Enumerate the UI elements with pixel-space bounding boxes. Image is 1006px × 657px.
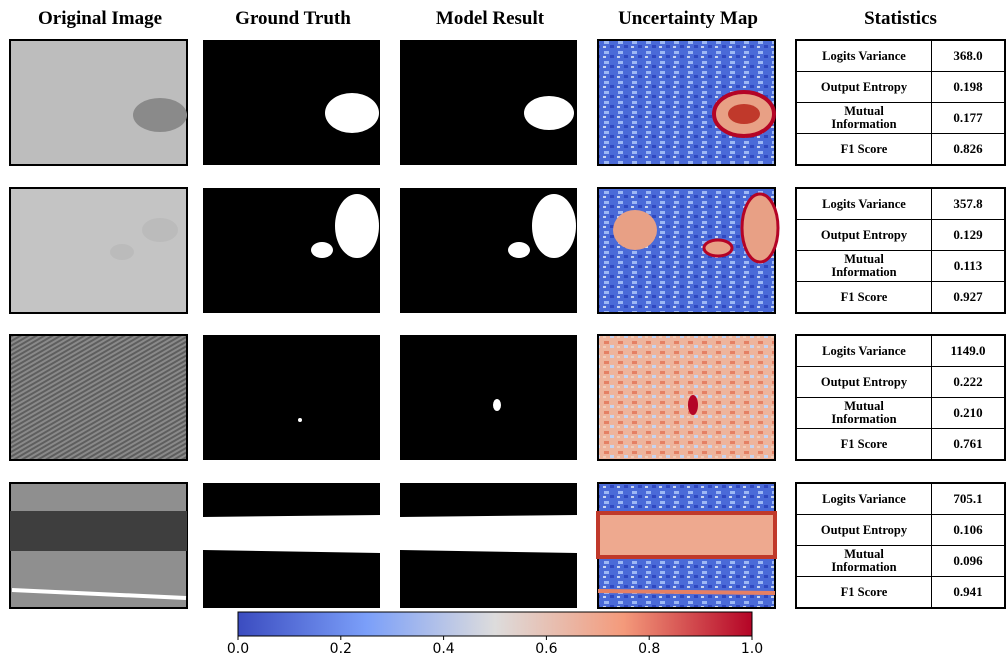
mask bbox=[325, 93, 379, 133]
colorbar-tick-label: 0.8 bbox=[638, 641, 660, 657]
mask-image bbox=[203, 335, 380, 460]
stat-label: Logits Variance bbox=[797, 189, 932, 219]
stat-value: 1149.0 bbox=[932, 336, 1004, 366]
mask bbox=[311, 242, 333, 258]
defect bbox=[110, 244, 134, 260]
hot bbox=[742, 194, 778, 262]
stat-label: Output Entropy bbox=[797, 220, 932, 250]
hot bbox=[688, 395, 698, 415]
uncertainty-map bbox=[598, 335, 775, 460]
stat-value: 0.210 bbox=[932, 398, 1004, 428]
mask bbox=[508, 242, 530, 258]
hot bbox=[598, 591, 775, 593]
mask bbox=[298, 418, 302, 422]
stat-value: 705.1 bbox=[932, 484, 1004, 514]
colorbar-tick-label: 0.6 bbox=[535, 641, 557, 657]
mask bbox=[493, 399, 501, 411]
hot bbox=[704, 240, 732, 256]
stat-label: Mutual Information bbox=[797, 103, 932, 133]
mask bbox=[203, 515, 380, 553]
stat-label: Mutual Information bbox=[797, 398, 932, 428]
stat-value: 357.8 bbox=[932, 189, 1004, 219]
stat-label: Output Entropy bbox=[797, 72, 932, 102]
defect bbox=[142, 218, 178, 242]
mask-image bbox=[400, 335, 577, 460]
original-image bbox=[10, 188, 187, 313]
mask bbox=[524, 96, 574, 130]
mask bbox=[400, 515, 577, 553]
colorbar-tick-label: 0.4 bbox=[432, 641, 454, 657]
colorbar-tick-label: 0.0 bbox=[227, 641, 249, 657]
stat-label: Mutual Information bbox=[797, 251, 932, 281]
stat-label: F1 Score bbox=[797, 429, 932, 459]
stat-value: 0.106 bbox=[932, 515, 1004, 545]
mask bbox=[532, 194, 576, 258]
hot bbox=[613, 210, 657, 250]
stat-value: 0.129 bbox=[932, 220, 1004, 250]
colorbar bbox=[238, 612, 752, 636]
stat-value: 0.826 bbox=[932, 134, 1004, 164]
defect bbox=[133, 98, 187, 132]
stat-value: 0.198 bbox=[932, 72, 1004, 102]
stat-value: 0.096 bbox=[932, 546, 1004, 576]
stat-label: Logits Variance bbox=[797, 484, 932, 514]
stat-value: 0.927 bbox=[932, 282, 1004, 312]
stat-value: 0.177 bbox=[932, 103, 1004, 133]
original-image bbox=[10, 335, 187, 460]
stat-label: F1 Score bbox=[797, 134, 932, 164]
hot bbox=[598, 513, 775, 557]
hot bbox=[728, 104, 760, 124]
stat-label: Mutual Information bbox=[797, 546, 932, 576]
stat-label: Output Entropy bbox=[797, 367, 932, 397]
stat-value: 0.222 bbox=[932, 367, 1004, 397]
stat-label: Logits Variance bbox=[797, 336, 932, 366]
stat-value: 0.941 bbox=[932, 577, 1004, 607]
figure: Original Image Ground Truth Model Result… bbox=[0, 0, 1006, 657]
stat-label: F1 Score bbox=[797, 577, 932, 607]
colorbar-tick-label: 0.2 bbox=[330, 641, 352, 657]
stat-value: 0.113 bbox=[932, 251, 1004, 281]
stat-label: Logits Variance bbox=[797, 41, 932, 71]
band bbox=[10, 511, 187, 551]
stat-label: Output Entropy bbox=[797, 515, 932, 545]
colorbar-tick-label: 1.0 bbox=[741, 641, 763, 657]
mask bbox=[335, 194, 379, 258]
stat-value: 0.761 bbox=[932, 429, 1004, 459]
stat-value: 368.0 bbox=[932, 41, 1004, 71]
stat-label: F1 Score bbox=[797, 282, 932, 312]
